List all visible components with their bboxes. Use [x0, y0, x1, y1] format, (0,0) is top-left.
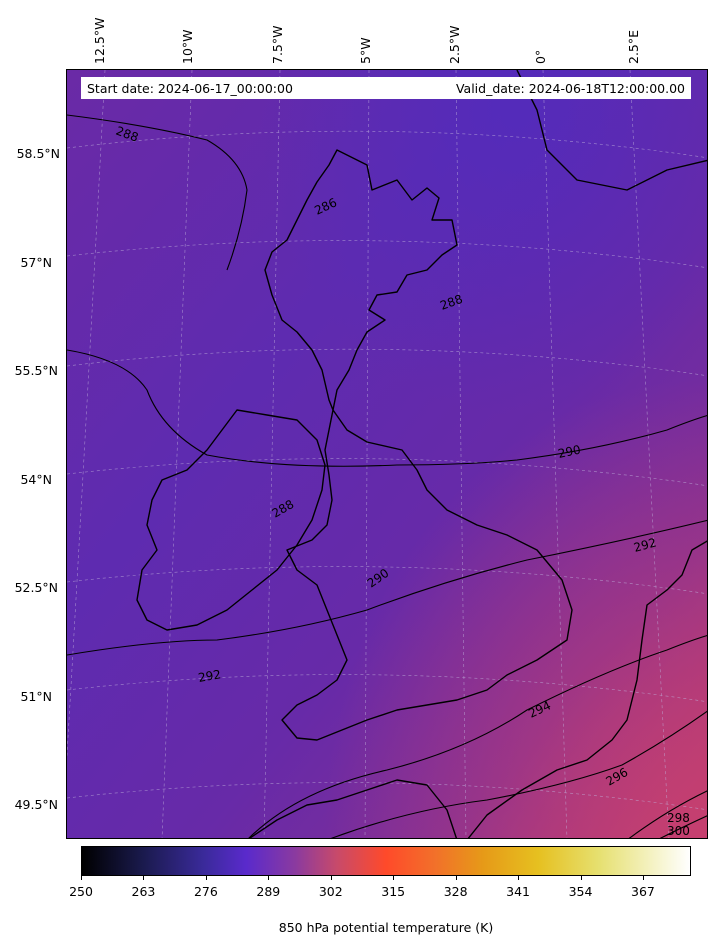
colorbar-tick-mark — [518, 876, 520, 880]
colorbar-tick-mark — [205, 876, 207, 880]
date-header: Start date: 2024-06-17_00:00:00 Valid_da… — [81, 77, 691, 99]
latitude-label: 54°N — [20, 472, 52, 487]
longitude-label: 5°W — [358, 37, 373, 64]
colorbar-tick-mark — [393, 876, 395, 880]
colorbar-tick-mark — [268, 876, 270, 880]
contour-290 — [67, 349, 707, 467]
longitude-label: 2.5°E — [626, 29, 641, 64]
start-date-text: Start date: 2024-06-17_00:00:00 — [87, 80, 293, 96]
map-panel: 288 286 288 290 292 288 292 290 294 296 … — [66, 69, 708, 839]
contour-294 — [248, 635, 707, 838]
contour-label: 298 — [667, 811, 690, 825]
colorbar-tick-mark — [580, 876, 582, 880]
colorbar-tick-label: 250 — [69, 884, 93, 899]
longitude-label: 2.5°W — [447, 25, 462, 65]
colorbar — [81, 846, 691, 876]
longitude-label: 10°W — [180, 29, 195, 64]
contour-296 — [330, 710, 707, 838]
coastline-scotland — [264, 149, 458, 411]
contour-label: 292 — [197, 667, 222, 685]
graticule — [67, 70, 707, 838]
contour-label: 300 — [667, 824, 690, 838]
colorbar-tick-mark — [143, 876, 145, 880]
coastline-england — [281, 409, 573, 741]
colorbar-tick-mark — [642, 876, 644, 880]
colorbar-tick-label: 276 — [193, 884, 218, 899]
colorbar-tick-label: 263 — [131, 884, 156, 899]
isentropes — [67, 114, 707, 838]
longitude-label: 0° — [533, 49, 548, 64]
colorbar-tick-label: 367 — [631, 884, 655, 899]
colorbar-tick-label: 341 — [506, 884, 531, 899]
coastline-ireland — [136, 409, 326, 631]
longitude-label: 7.5°W — [270, 25, 285, 65]
latitude-label: 49.5°N — [14, 797, 58, 812]
map-canvas: 288 286 288 290 292 288 292 290 294 296 … — [67, 70, 707, 838]
latitude-label: 55.5°N — [14, 363, 58, 378]
colorbar-tick-label: 302 — [318, 884, 343, 899]
coastlines — [136, 70, 707, 838]
valid-date-text: Valid_date: 2024-06-18T12:00:00.00 — [455, 80, 685, 96]
colorbar-tick-mark — [455, 876, 457, 880]
colorbar-tick-label: 289 — [256, 884, 281, 899]
contour-label: 290 — [557, 442, 582, 460]
colorbar-tick-label: 354 — [568, 884, 593, 899]
colorbar-tick-label: 328 — [443, 884, 468, 899]
colorbar-label: 850 hPa potential temperature (K) — [278, 920, 494, 935]
latitude-label: 52.5°N — [14, 580, 58, 595]
colorbar-tick-mark — [330, 876, 332, 880]
temperature-cool-region — [67, 70, 707, 838]
coastline-brittany — [248, 779, 458, 838]
latitude-label: 51°N — [20, 689, 52, 704]
contour-292 — [67, 519, 707, 656]
contour-300 — [659, 815, 707, 838]
contour-label: 292 — [632, 535, 658, 554]
colorbar-tick-label: 315 — [381, 884, 406, 899]
coastline-scandinavia — [516, 70, 707, 191]
contour-298 — [628, 790, 707, 838]
latitude-label: 58.5°N — [16, 146, 60, 161]
contour-288-north — [67, 114, 248, 271]
longitude-label: 12.5°W — [92, 17, 107, 64]
colorbar-tick-mark — [81, 876, 82, 880]
coastline-continent — [467, 540, 707, 838]
latitude-label: 57°N — [20, 255, 52, 270]
